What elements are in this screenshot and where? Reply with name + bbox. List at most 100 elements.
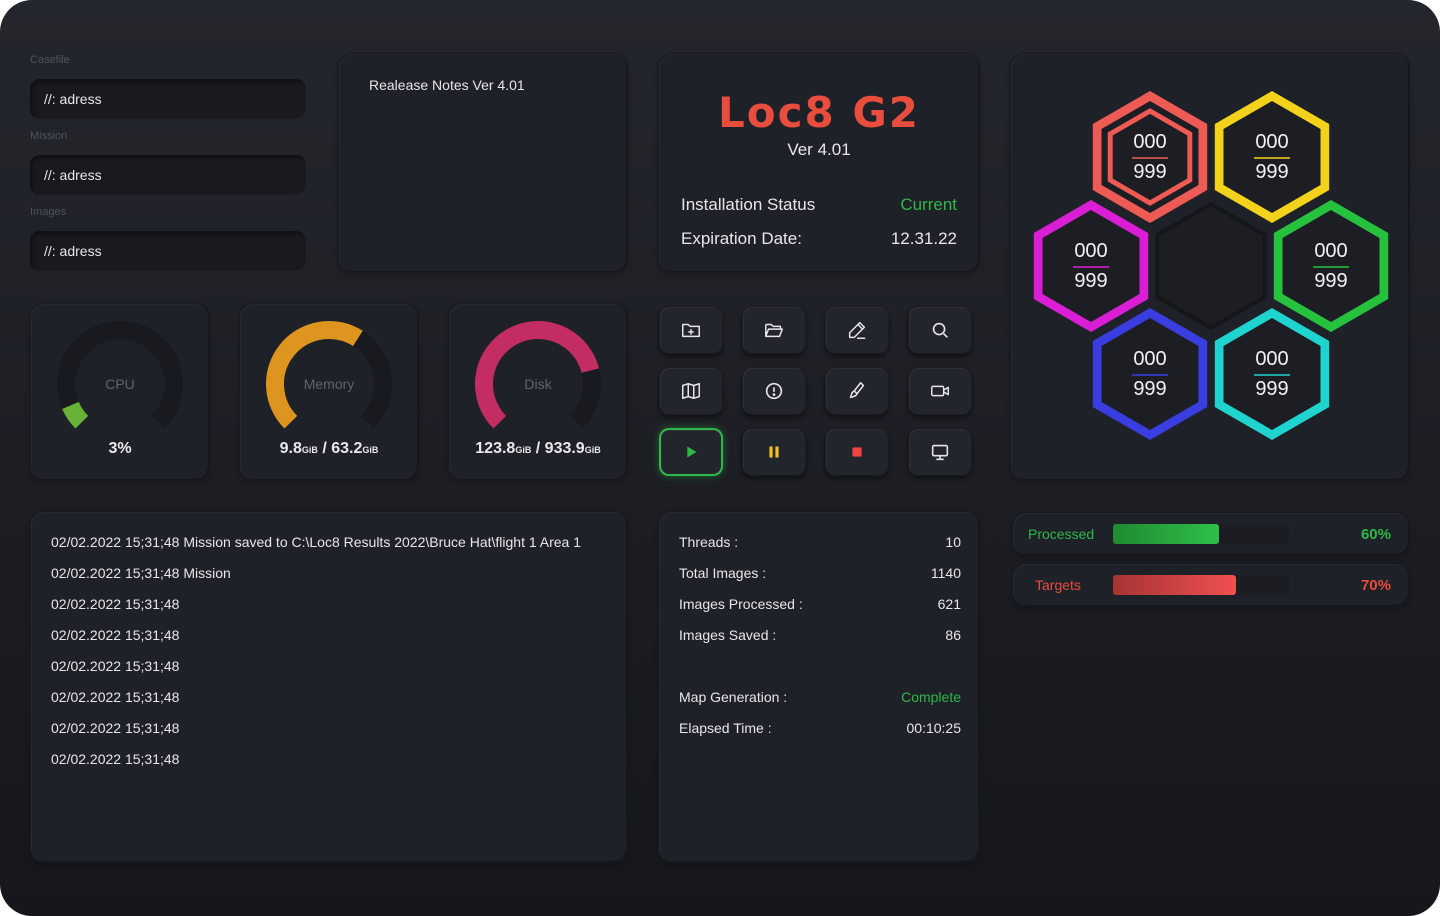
hex-bottom-value: 999 [1133, 161, 1167, 183]
cpu-gauge [57, 321, 183, 429]
images-processed-label: Images Processed : [679, 596, 803, 612]
hex-inner [1223, 318, 1321, 430]
disk-gauge [475, 321, 601, 429]
total-images-label: Total Images : [679, 565, 767, 581]
log-panel: 02/02.2022 15;31;48 Mission saved to C:\… [30, 511, 628, 863]
hex-inner [1101, 101, 1199, 213]
elapsed-time-label: Elapsed Time : [679, 720, 772, 736]
gauge-fill [266, 321, 363, 429]
processed-bar [1113, 524, 1219, 544]
hex-top-value: 000 [1133, 348, 1167, 370]
release-notes-title: Realease Notes Ver 4.01 [369, 77, 525, 93]
hex-cluster [1033, 91, 1389, 440]
map-generation-label: Map Generation : [679, 689, 788, 705]
targets-progress-panel: Targets 70% [1012, 563, 1410, 607]
mission-label: Mission [30, 130, 68, 142]
log-line: 02/02.2022 15;31;48 Mission [51, 565, 231, 581]
folder-open-icon [765, 323, 783, 338]
hex-bottom-value: 999 [1074, 270, 1108, 292]
log-line: 02/02.2022 15;31;48 [51, 689, 180, 705]
edit-icon [848, 321, 866, 339]
images-input[interactable]: //: adress [30, 231, 306, 271]
log-line: 02/02.2022 15;31;48 [51, 596, 180, 612]
install-status-value: Current [900, 195, 957, 214]
gauge-fill [62, 401, 89, 429]
mission-input[interactable]: //: adress [30, 155, 306, 195]
search-icon [932, 322, 948, 338]
threads-value: 10 [945, 534, 961, 550]
edit-button[interactable] [825, 306, 889, 354]
hex-inner [1101, 318, 1199, 430]
disk-gauge-value: 123.8GiB / 933.9GiB [475, 440, 601, 457]
map-generation-value: Complete [901, 689, 961, 705]
hex-inner-ring [1107, 108, 1193, 206]
images-saved-value: 86 [945, 627, 961, 643]
video-icon [931, 385, 949, 397]
targets-label: Targets [1035, 577, 1081, 593]
memory-gauge-value: 9.8GiB / 63.2GiB [279, 440, 379, 457]
product-info-panel: Loc8 G2 Ver 4.01 Installation Status Cur… [658, 53, 980, 273]
total-images-value: 1140 [930, 565, 961, 581]
hex-bottom-value: 999 [1133, 378, 1167, 400]
center-hex [1155, 201, 1267, 331]
memory-gauge-label: Memory [303, 376, 355, 392]
hex-top-value: 000 [1133, 131, 1167, 153]
expiration-value: 12.31.22 [890, 229, 957, 248]
alert-button[interactable] [742, 367, 806, 415]
play-button[interactable] [659, 428, 723, 476]
alert-icon [765, 382, 783, 400]
hex-inner [1223, 101, 1321, 213]
elapsed-time-value: 00:10:25 [906, 720, 962, 736]
pause-icon [769, 446, 779, 458]
monitor-button[interactable] [908, 428, 972, 476]
hex-inner [1042, 210, 1140, 322]
hex-top-value: 000 [1255, 131, 1289, 153]
stats-panel: Threads : 10 Total Images : 1140 Images … [658, 511, 980, 863]
hex-top-value: 000 [1314, 240, 1348, 262]
cpu-gauge-label: CPU [105, 376, 135, 392]
log-line: 02/02.2022 15;31;48 Mission saved to C:\… [51, 534, 581, 550]
stop-icon [852, 447, 862, 457]
hex-bottom-value: 999 [1314, 270, 1348, 292]
hex-bottom-value: 999 [1255, 378, 1289, 400]
memory-gauge-panel: Memory 9.8GiB / 63.2GiB [239, 303, 419, 481]
images-label: Images [30, 206, 67, 218]
casefile-label: Casefile [30, 54, 70, 66]
monitor-icon [931, 444, 949, 461]
new-folder-button[interactable] [659, 306, 723, 354]
install-status-label: Installation Status [681, 195, 816, 214]
threads-label: Threads : [679, 534, 739, 550]
cpu-gauge-panel: CPU 3% [30, 303, 210, 481]
release-notes-panel: Realease Notes Ver 4.01 [338, 53, 628, 273]
hex-top-value: 000 [1074, 240, 1108, 262]
memory-gauge [266, 321, 392, 429]
product-name: Loc8 G2 [717, 88, 921, 137]
pause-button[interactable] [742, 428, 806, 476]
cpu-gauge-value: 3% [108, 440, 132, 457]
video-button[interactable] [908, 367, 972, 415]
images-processed-value: 621 [937, 596, 961, 612]
gauge-track [57, 321, 183, 429]
search-button[interactable] [908, 306, 972, 354]
brush-button[interactable] [825, 367, 889, 415]
play-icon [687, 446, 697, 458]
disk-gauge-panel: Disk 123.8GiB / 933.9GiB [448, 303, 628, 481]
log-line: 02/02.2022 15;31;48 [51, 627, 180, 643]
casefile-input[interactable]: //: adress [30, 79, 306, 119]
map-icon [682, 382, 700, 400]
expiration-label: Expiration Date: [681, 229, 802, 248]
disk-gauge-label: Disk [524, 376, 552, 392]
log-line: 02/02.2022 15;31;48 [51, 658, 180, 674]
product-version: Ver 4.01 [787, 140, 851, 159]
targets-track [1113, 575, 1289, 595]
map-button[interactable] [659, 367, 723, 415]
hex-panel: 000 999 000 999 000 999 000 999 000 999 000 999 [1010, 53, 1410, 481]
log-line: 02/02.2022 15;31;48 [51, 751, 180, 767]
stop-button[interactable] [825, 428, 889, 476]
processed-label: Processed [1028, 526, 1095, 542]
hex-inner [1282, 210, 1380, 322]
images-saved-label: Images Saved : [679, 627, 777, 643]
open-folder-button[interactable] [742, 306, 806, 354]
folder-plus-icon [682, 323, 700, 338]
